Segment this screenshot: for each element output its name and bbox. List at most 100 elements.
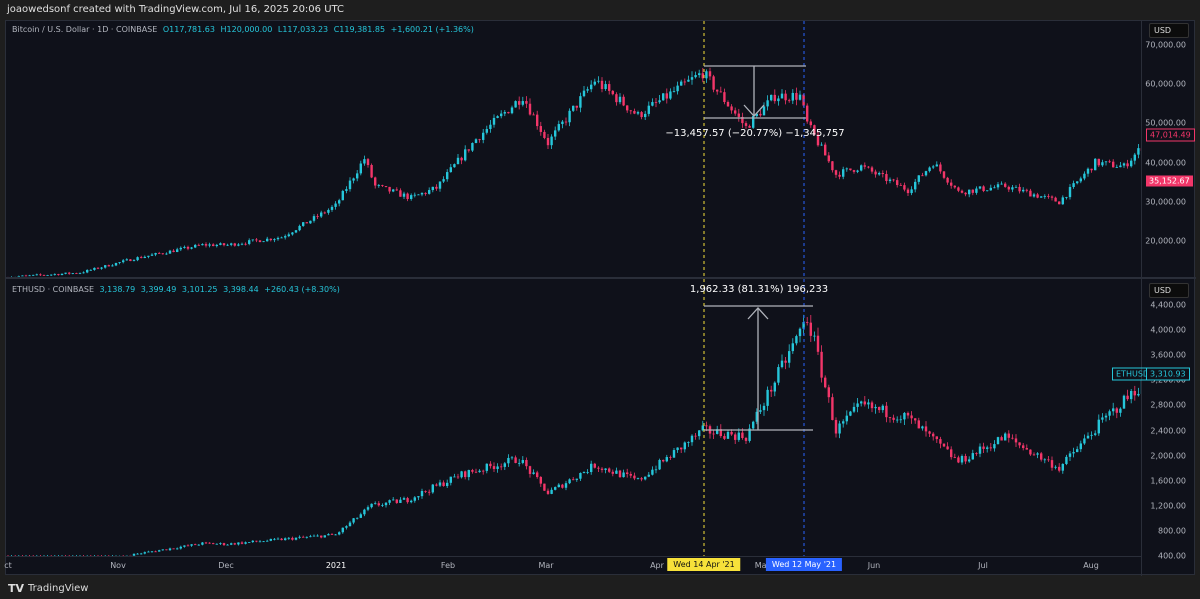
- btc-candle: [698, 69, 701, 78]
- arrow-up-icon[interactable]: [747, 307, 769, 320]
- eth-candle: [932, 432, 935, 441]
- eth-candle: [1137, 387, 1140, 397]
- btc-candle: [986, 190, 989, 192]
- btc-candle: [370, 163, 373, 179]
- btc-candle: [352, 177, 355, 184]
- btc-candle: [96, 267, 100, 270]
- price-axis[interactable]: USD 70,000.00 60,000.00 50,000.00 40,000.00…: [1112, 21, 1196, 576]
- btc-candle: [586, 86, 589, 93]
- btc-candle: [834, 169, 838, 178]
- eth-candle: [514, 455, 517, 464]
- btc-candle: [831, 161, 834, 173]
- eth-candle: [1018, 442, 1021, 449]
- eth-candle: [61, 555, 63, 556]
- chart-frame[interactable]: Bitcoin / U.S. Dollar · 1D · COINBASE O1…: [4, 20, 1196, 576]
- eth-symbol[interactable]: ETHUSD · COINBASE: [12, 285, 94, 294]
- btc-candle: [773, 89, 776, 104]
- eth-candle: [1032, 452, 1036, 456]
- eth-candle: [330, 533, 334, 535]
- eth-candle: [755, 408, 758, 425]
- btc-candle: [435, 184, 438, 191]
- btc-candle: [179, 246, 182, 252]
- btc-candle: [302, 222, 305, 227]
- btc-candle: [1115, 164, 1118, 168]
- btc-currency-button[interactable]: USD: [1149, 23, 1189, 38]
- eth-candle: [590, 460, 593, 475]
- eth-candle: [518, 458, 521, 467]
- btc-candle: [183, 245, 186, 249]
- btc-candle: [168, 249, 172, 254]
- eth-candle: [140, 552, 143, 555]
- pane-separator[interactable]: [6, 277, 1196, 279]
- eth-candle: [219, 542, 222, 545]
- btc-last-price-label: 35,152.67: [1146, 175, 1193, 187]
- eth-candle: [669, 455, 672, 461]
- eth-candle: [392, 497, 395, 501]
- eth-candle: [809, 314, 812, 342]
- btc-candle: [770, 94, 773, 102]
- btc-candle: [809, 119, 812, 128]
- eth-candle: [150, 550, 154, 553]
- btc-high: H120,000.00: [220, 25, 273, 34]
- eth-candle: [500, 463, 503, 471]
- eth-candle: [777, 364, 780, 386]
- eth-candle: [190, 544, 193, 547]
- eth-candle: [327, 533, 330, 536]
- eth-candle: [827, 384, 830, 403]
- btc-symbol[interactable]: Bitcoin / U.S. Dollar · 1D · COINBASE: [12, 25, 158, 34]
- btc-candle: [348, 177, 352, 192]
- eth-candle: [910, 411, 913, 424]
- arrow-down-icon[interactable]: [743, 104, 765, 117]
- eth-candle: [201, 541, 204, 546]
- btc-candle: [708, 67, 712, 81]
- eth-candle: [388, 499, 391, 506]
- btc-candle: [165, 252, 168, 255]
- eth-candle: [101, 555, 102, 556]
- btc-candle: [374, 176, 377, 189]
- eth-candle: [90, 555, 92, 556]
- eth-candle: [928, 430, 931, 438]
- btc-candle: [914, 178, 917, 193]
- eth-candle: [507, 454, 510, 467]
- btc-candle: [982, 185, 985, 193]
- btc-candle: [53, 273, 56, 276]
- eth-change: +260.43 (+8.30%): [264, 285, 340, 294]
- btc-candle: [442, 176, 445, 184]
- btc-candle: [46, 274, 49, 276]
- x-label-dec: Dec: [218, 561, 234, 570]
- eth-candle: [993, 440, 996, 452]
- eth-candle: [1007, 430, 1010, 443]
- eth-candle: [143, 551, 146, 555]
- eth-candle: [726, 430, 730, 440]
- eth-candle: [597, 466, 600, 472]
- btc-candle: [881, 170, 884, 178]
- eth-candle: [136, 553, 139, 555]
- tradingview-brand[interactable]: TV TradingView: [8, 582, 88, 595]
- time-axis[interactable]: ct Nov Dec 2021 Feb Mar Apr May Jun Jul …: [4, 556, 1141, 574]
- eth-currency-button[interactable]: USD: [1149, 283, 1189, 298]
- eth-candle: [255, 540, 258, 543]
- eth-candle: [467, 469, 470, 481]
- eth-candle: [964, 453, 967, 465]
- btc-candle: [104, 265, 107, 269]
- btc-candle: [910, 186, 913, 196]
- eth-price-tick: 2,000.00: [1150, 451, 1186, 461]
- eth-candle: [97, 555, 99, 556]
- eth-candle: [924, 421, 928, 437]
- btc-candle: [924, 170, 928, 177]
- eth-candle: [906, 411, 910, 419]
- eth-candle: [438, 479, 442, 488]
- btc-candle: [100, 267, 103, 270]
- eth-candle: [896, 416, 899, 423]
- btc-candle: [568, 108, 571, 127]
- btc-candle: [428, 187, 431, 195]
- eth-candle: [608, 467, 611, 474]
- eth-candle: [1025, 444, 1028, 450]
- btc-candle: [82, 271, 85, 274]
- eth-candle: [194, 543, 197, 546]
- eth-candle: [284, 537, 287, 541]
- candlestick-plot[interactable]: [6, 21, 1141, 556]
- eth-candle: [1122, 394, 1126, 409]
- eth-candle: [543, 483, 546, 491]
- btc-candle: [392, 188, 395, 193]
